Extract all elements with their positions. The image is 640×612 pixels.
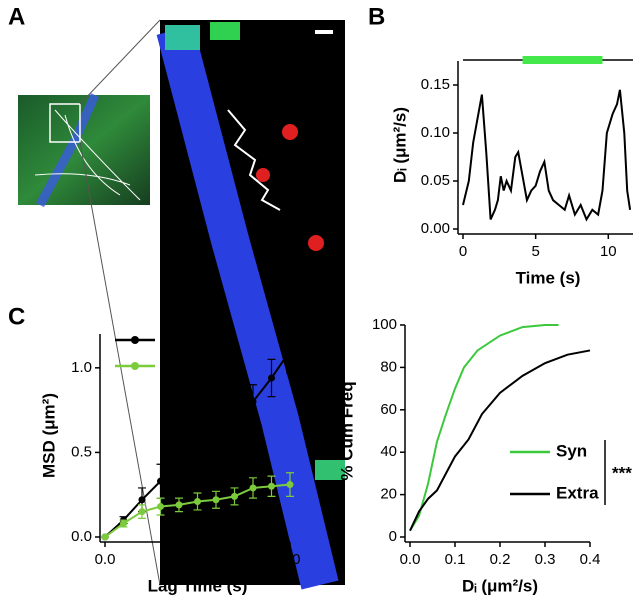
marker (268, 482, 275, 490)
y-tick-label: 0.0 (71, 528, 92, 545)
y-tick-label: 0.00 (421, 220, 450, 237)
highlight-bar (522, 56, 603, 64)
zoom-line (79, 141, 161, 586)
x-tick-label: 0.1 (445, 551, 466, 568)
panel-label: B (368, 3, 385, 30)
marker (157, 503, 164, 511)
x-tick-label: 0.0 (400, 551, 421, 568)
x-tick-label: 0 (459, 243, 467, 260)
spot (210, 22, 240, 40)
x-tick-label: 1.0 (280, 551, 301, 568)
trajectory (227, 109, 281, 211)
panel-label: C (8, 303, 25, 330)
marker (286, 347, 294, 355)
marker (249, 398, 257, 406)
marker (175, 501, 183, 509)
spot (308, 235, 324, 251)
y-axis-label: MSD (μm²) (39, 393, 58, 478)
legend-label: Syn (556, 441, 587, 460)
dendrite (156, 25, 339, 590)
spot (256, 168, 270, 182)
legend-marker (131, 336, 139, 344)
y-tick-label: 40 (380, 443, 397, 460)
y-tick-label: 0.10 (421, 124, 450, 141)
marker (157, 477, 164, 485)
series-line (409, 324, 559, 532)
marker (212, 496, 220, 504)
marker (231, 423, 238, 431)
x-tick-label: 10 (600, 243, 617, 260)
x-axis-label: Dᵢ (μm²/s) (462, 576, 538, 595)
y-tick-label: 0.5 (71, 443, 92, 460)
zoom-line (79, 19, 161, 105)
y-axis-label: Dᵢ (μm²/s) (390, 107, 409, 183)
marker (194, 497, 201, 505)
spot (165, 25, 200, 50)
series-line (462, 89, 632, 222)
marker (101, 533, 109, 541)
significance-label: *** (612, 463, 632, 482)
x-axis-label: Time (s) (516, 268, 581, 287)
marker (138, 496, 146, 504)
x-tick-label: 0.0 (95, 551, 116, 568)
zoom-box (49, 103, 81, 143)
y-tick-label: 60 (380, 401, 397, 418)
marker (249, 484, 257, 492)
y-axis-label: % Cum Freq (337, 381, 356, 480)
x-tick-label: 0.5 (187, 551, 208, 568)
y-tick-label: 20 (380, 486, 397, 503)
dendrite (36, 93, 100, 208)
marker (175, 464, 183, 472)
marker (268, 374, 275, 382)
y-tick-label: 1.0 (71, 359, 92, 376)
y-tick-label: 80 (380, 358, 397, 375)
spot (282, 124, 298, 140)
panel-a-image (18, 19, 345, 590)
panel-label: A (8, 3, 25, 30)
series-line (409, 349, 591, 532)
marker (120, 519, 127, 527)
marker (212, 440, 220, 448)
legend-label: Extra (161, 329, 204, 348)
spot (315, 460, 345, 480)
x-tick-label: 0.4 (580, 551, 601, 568)
y-tick-label: 0.15 (421, 76, 450, 93)
marker (194, 450, 201, 458)
x-tick-label: 0.3 (535, 551, 556, 568)
x-axis-label: Lag Time (s) (148, 576, 248, 595)
y-tick-label: 0.05 (421, 172, 450, 189)
legend-label: Extra (556, 483, 599, 502)
marker (231, 492, 238, 500)
legend-marker (131, 362, 139, 370)
scale-bar (315, 30, 333, 34)
marker (138, 508, 146, 516)
y-tick-label: 100 (372, 316, 397, 333)
y-tick-label: 0 (389, 528, 397, 545)
x-tick-label: 5 (531, 243, 539, 260)
x-tick-label: 0.2 (490, 551, 511, 568)
panel-label: D (320, 303, 337, 330)
legend-label: Syn (161, 355, 192, 374)
marker (286, 481, 294, 489)
